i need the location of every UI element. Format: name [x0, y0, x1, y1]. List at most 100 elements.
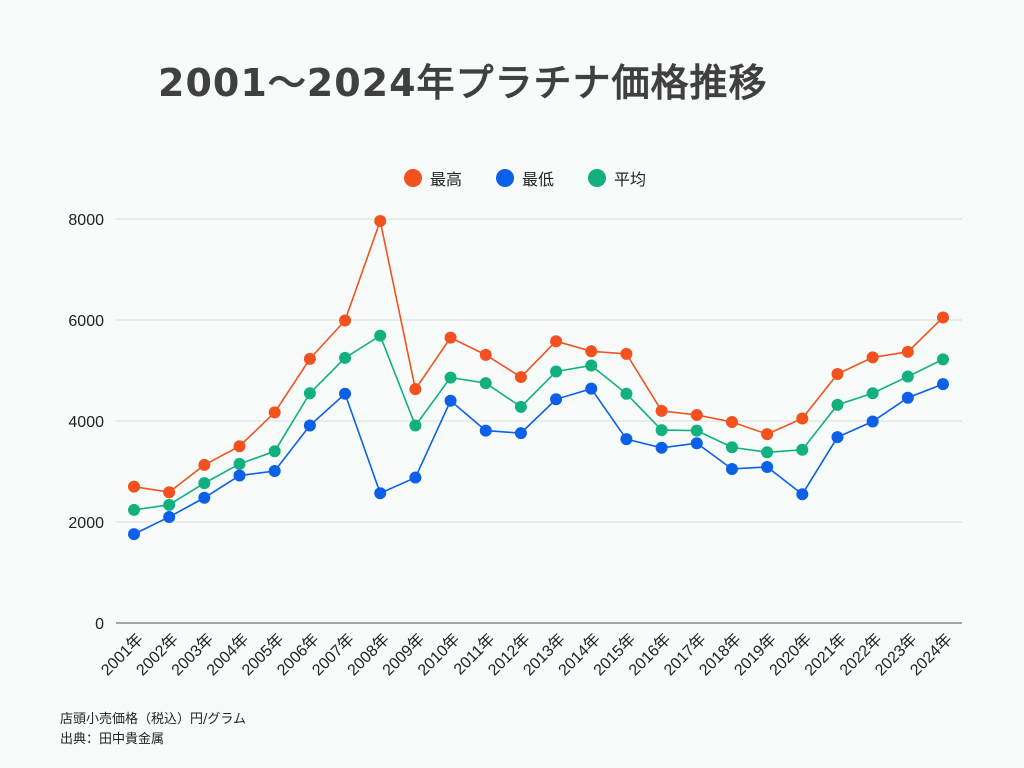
- data-point-low: [268, 464, 281, 477]
- data-point-low: [901, 391, 914, 404]
- data-point-high: [339, 314, 352, 327]
- data-point-average: [444, 371, 457, 384]
- series-high: [128, 215, 949, 499]
- data-point-high: [585, 345, 598, 358]
- y-tick-label: 2000: [68, 515, 104, 532]
- data-point-high: [796, 412, 809, 425]
- data-point-low: [479, 424, 492, 437]
- data-point-high: [550, 335, 563, 348]
- data-point-high: [761, 428, 774, 441]
- data-point-average: [479, 377, 492, 390]
- data-point-low: [409, 471, 422, 484]
- data-point-high: [901, 345, 914, 358]
- data-point-average: [585, 359, 598, 372]
- data-point-average: [198, 477, 211, 490]
- data-point-low: [198, 491, 211, 504]
- chart-title: 2001〜2024年プラチナ価格推移: [158, 61, 768, 105]
- data-point-low: [655, 441, 668, 454]
- data-point-high: [268, 406, 281, 419]
- series-line-low: [133, 383, 944, 535]
- data-point-high: [655, 404, 668, 417]
- data-point-high: [690, 408, 703, 421]
- data-point-high: [866, 351, 879, 364]
- data-point-high: [620, 347, 633, 360]
- legend-item-average: 平均: [588, 166, 646, 190]
- data-point-high: [514, 371, 527, 384]
- data-point-average: [374, 329, 387, 342]
- data-point-low: [374, 487, 387, 500]
- data-point-average: [831, 398, 844, 411]
- data-point-average: [514, 400, 527, 413]
- data-point-low: [128, 528, 140, 541]
- unit-note: 店頭小売価格（税込）円/グラム: [60, 712, 246, 727]
- series-low: [128, 378, 949, 541]
- series-line-average: [133, 334, 944, 511]
- data-point-average: [901, 370, 914, 383]
- data-point-average: [268, 445, 281, 458]
- y-tick-label: 8000: [68, 212, 104, 229]
- legend-item-high: 最高: [404, 166, 462, 190]
- data-point-high: [937, 311, 949, 324]
- series-group: [128, 215, 949, 541]
- data-point-low: [761, 460, 774, 473]
- data-point-average: [620, 387, 633, 400]
- data-point-average: [163, 498, 176, 511]
- data-point-high: [479, 348, 492, 361]
- x-axis: 2001年2002年2003年2004年2005年2006年2007年2008年…: [98, 630, 956, 679]
- series-average: [128, 329, 949, 516]
- data-point-high: [233, 440, 246, 453]
- legend: 最高 最低 平均: [404, 166, 646, 190]
- data-point-average: [690, 424, 703, 437]
- data-point-average: [339, 351, 352, 364]
- data-point-low: [163, 510, 176, 523]
- data-point-low: [339, 387, 352, 400]
- data-point-average: [409, 419, 422, 432]
- data-point-low: [866, 415, 879, 428]
- data-point-high: [831, 368, 844, 381]
- series-line-high: [133, 218, 944, 494]
- data-point-average: [303, 387, 316, 400]
- y-axis: 0 2000 4000 6000 8000: [68, 212, 104, 633]
- data-point-average: [655, 424, 668, 437]
- legend-item-low: 最低: [496, 166, 554, 190]
- data-point-low: [303, 419, 316, 432]
- data-point-average: [128, 503, 140, 516]
- data-point-high: [128, 480, 140, 493]
- data-point-low: [937, 378, 949, 391]
- data-point-high: [303, 352, 316, 365]
- data-point-low: [831, 431, 844, 444]
- data-point-low: [233, 469, 246, 482]
- data-point-high: [198, 458, 211, 471]
- legend-label-average: 平均: [614, 170, 647, 189]
- data-point-average: [866, 387, 879, 400]
- data-point-low: [585, 382, 598, 395]
- y-tick-label: 6000: [68, 313, 104, 330]
- data-point-low: [725, 462, 738, 475]
- grid-lines: [116, 218, 962, 624]
- data-point-high: [374, 215, 387, 228]
- data-point-average: [233, 457, 246, 470]
- data-point-low: [690, 437, 703, 450]
- data-point-average: [796, 443, 809, 456]
- data-point-high: [409, 383, 422, 396]
- source-note: 出典：田中貴金属: [60, 732, 165, 747]
- legend-label-high: 最高: [430, 170, 463, 189]
- legend-dot-low: [496, 169, 515, 187]
- data-point-low: [620, 433, 633, 446]
- data-point-average: [761, 446, 774, 459]
- data-point-high: [725, 416, 738, 429]
- legend-label-low: 最低: [522, 170, 555, 189]
- data-point-average: [725, 441, 738, 454]
- data-point-average: [937, 353, 949, 366]
- data-point-low: [796, 488, 809, 501]
- data-point-low: [444, 394, 457, 407]
- data-point-low: [514, 427, 527, 440]
- y-tick-label: 4000: [68, 414, 104, 431]
- legend-dot-average: [588, 169, 607, 187]
- y-tick-label: 0: [95, 616, 104, 633]
- data-point-high: [444, 331, 457, 344]
- data-point-average: [550, 365, 563, 378]
- data-point-high: [163, 486, 176, 499]
- legend-dot-high: [404, 169, 422, 187]
